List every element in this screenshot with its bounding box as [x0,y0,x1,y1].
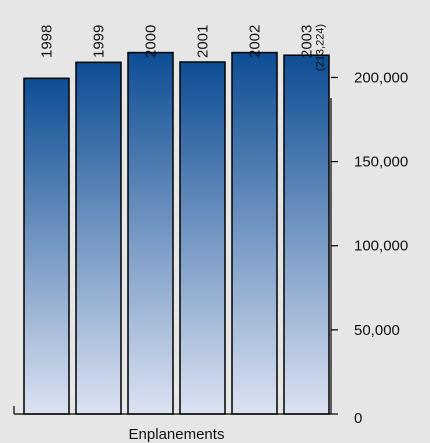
bar-1999 [75,61,122,415]
bar-2002 [231,51,278,415]
y-axis: 0 50,000 100,000 150,000 200,000 [13,69,408,427]
bar-2003 [283,54,330,415]
y-tick-label-100000: 100,000 [354,238,408,255]
category-label-1998: 1998 [39,25,56,58]
bar-2000 [127,51,174,415]
y-tick-label-50000: 50,000 [354,322,400,339]
bar-1998 [23,77,70,415]
category-label-2001: 2001 [195,25,212,58]
y-tick-label-0: 0 [354,410,362,427]
y-tick-label-200000: 200,000 [354,69,408,86]
bars-layer [23,51,330,415]
category-labels-layer: 1998 1999 2000 2001 2002 2003 (213,224) [39,24,327,71]
category-label-1999: 1999 [91,25,108,58]
annotation-2003: (213,224) [315,24,327,71]
category-label-2000: 2000 [143,25,160,58]
y-tick-label-150000: 150,000 [354,154,408,171]
category-label-2002: 2002 [247,25,264,58]
x-axis-title: Enplanements [129,426,225,443]
bar-2001 [179,61,226,415]
category-label-2003: 2003 [299,25,316,58]
